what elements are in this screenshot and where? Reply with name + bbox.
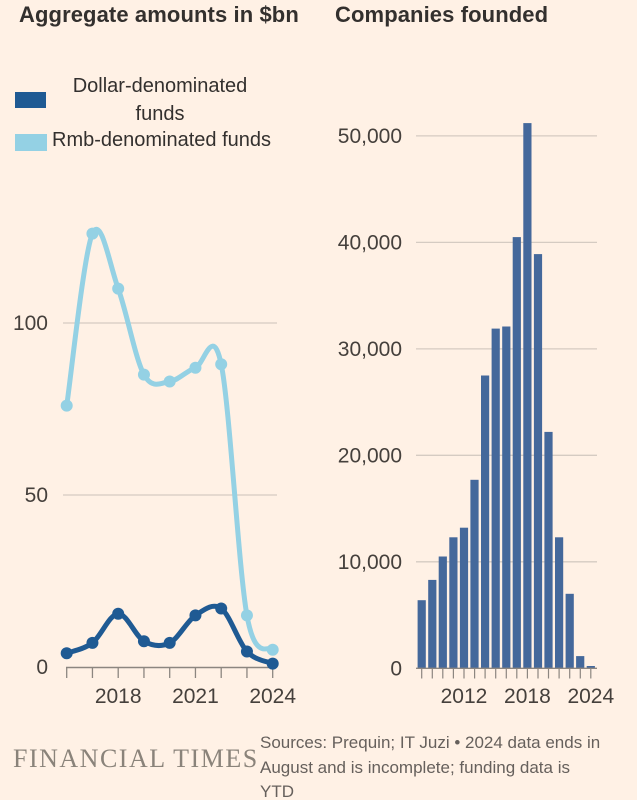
axis-tick-label: 0 xyxy=(36,656,48,679)
bar xyxy=(428,579,437,669)
data-point xyxy=(189,361,202,374)
right-chart-title: Companies founded xyxy=(335,2,549,27)
companies-bar-chart: 0 10,000 20,000 30,000 40,000 50,000 2012 2018 2… xyxy=(338,123,614,708)
bar xyxy=(481,375,490,669)
bar xyxy=(491,328,500,669)
axis-tick-label: 2018 xyxy=(95,685,142,708)
ft-logo: FINANCIAL TIMES xyxy=(13,744,259,773)
axis-tick-label: 2018 xyxy=(504,685,551,708)
bar xyxy=(417,600,426,669)
legend-swatch-rmb xyxy=(15,134,47,151)
source-line-1: Sources: Prequin; IT Juzi • 2024 data en… xyxy=(260,733,601,752)
bar xyxy=(438,556,447,669)
data-point xyxy=(112,282,125,295)
source-note: Sources: Prequin; IT Juzi • 2024 data en… xyxy=(260,731,634,800)
axis-tick-label: 30,000 xyxy=(338,338,402,361)
source-line-2: August and is incomplete; funding data i… xyxy=(260,757,570,777)
legend: Dollar-denominated funds Rmb-denominated… xyxy=(0,0,320,170)
data-point xyxy=(86,227,99,240)
axis-tick-label: 50 xyxy=(25,484,48,507)
data-point xyxy=(137,635,150,648)
bar xyxy=(555,537,564,669)
series-line xyxy=(64,227,276,653)
data-point xyxy=(266,643,279,656)
axis-tick-label: 2024 xyxy=(567,685,614,708)
axis-tick-label: 20,000 xyxy=(338,444,402,467)
axis-tick-label: 10,000 xyxy=(338,551,402,574)
line-series-rmb xyxy=(60,227,279,656)
bar xyxy=(586,666,595,669)
data-point xyxy=(215,358,228,371)
axis-tick-label: 2012 xyxy=(441,685,488,708)
legend-label-dollar: Dollar-denominated funds xyxy=(72,75,248,125)
bar xyxy=(449,537,458,669)
data-point xyxy=(60,647,73,660)
bar xyxy=(459,527,469,669)
data-point xyxy=(240,645,253,658)
bar xyxy=(512,237,521,669)
data-point xyxy=(215,602,228,615)
axis-tick-label: 100 xyxy=(13,312,48,335)
data-point xyxy=(240,609,253,622)
legend-label-rmb: Rmb-denominated funds xyxy=(52,129,272,151)
data-point xyxy=(60,399,73,412)
data-point xyxy=(163,636,176,649)
data-point xyxy=(163,375,176,388)
source-line-3: YTD xyxy=(260,782,294,800)
data-point xyxy=(112,607,125,620)
axis-tick-label: 2024 xyxy=(249,685,296,708)
line-series-dollar xyxy=(60,602,279,670)
funding-line-chart: 0 50 100 2018 2021 2024 xyxy=(13,227,296,708)
bar xyxy=(576,656,585,669)
bar xyxy=(523,123,532,669)
bar xyxy=(565,593,574,669)
data-point xyxy=(86,636,99,649)
axis-tick-label: 0 xyxy=(390,657,402,680)
bar xyxy=(470,479,479,669)
left-chart-title: Aggregate amounts in $bn xyxy=(19,2,299,27)
bar xyxy=(544,431,553,669)
legend-swatch-dollar xyxy=(15,92,46,108)
bar xyxy=(533,254,543,669)
bar xyxy=(502,326,511,669)
axis-tick-label: 40,000 xyxy=(338,231,402,254)
data-point xyxy=(189,609,202,622)
data-point xyxy=(266,657,279,670)
axis-tick-label: 50,000 xyxy=(338,125,402,148)
data-point xyxy=(137,368,150,381)
axis-tick-label: 2021 xyxy=(172,685,219,708)
